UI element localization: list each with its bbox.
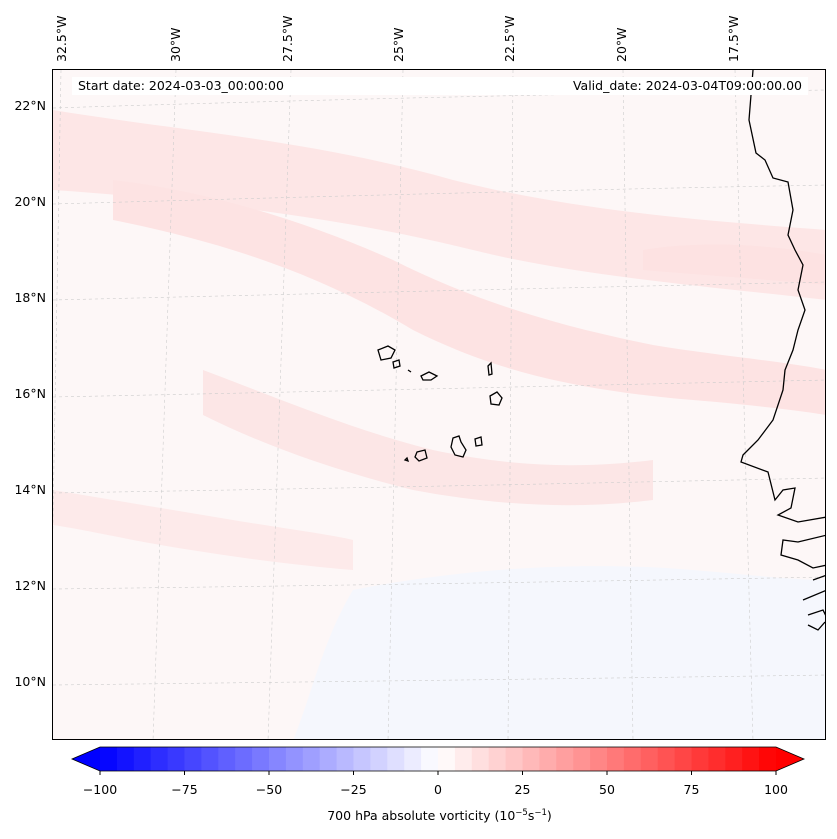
colorbar-segment xyxy=(454,747,473,771)
latitude-label: 20°N xyxy=(14,194,46,209)
colorbar-segment xyxy=(539,747,557,771)
longitude-label: 22.5°W xyxy=(502,15,517,62)
graticule xyxy=(53,70,825,739)
colorbar-tick-label: 0 xyxy=(434,782,442,797)
colorbar-tick-label: −75 xyxy=(171,782,198,797)
vorticity-band-north xyxy=(53,110,825,300)
senegal-gambia-coast xyxy=(780,534,825,631)
colorbar-segment xyxy=(623,747,642,771)
colorbar-tick-label: 25 xyxy=(514,782,531,797)
colorbar-tick-label: −25 xyxy=(340,782,367,797)
latitude-label: 16°N xyxy=(14,386,46,401)
colorbar-segment xyxy=(218,747,236,771)
colorbar-segment xyxy=(285,747,304,771)
colorbar-segment xyxy=(674,747,693,771)
colorbar-segment xyxy=(353,747,371,771)
colorbar-segment xyxy=(708,747,726,771)
start-date-label: Start date: 2024-03-03_00:00:00 xyxy=(78,78,284,93)
colorbar-segment xyxy=(370,747,388,771)
colorbar-label: 700 hPa absolute vorticity (10−5s−1) xyxy=(327,808,552,824)
colorbar-segment xyxy=(336,747,355,771)
colorbar-segment xyxy=(269,747,287,771)
colorbar-segment xyxy=(438,747,456,771)
colorbar-segment xyxy=(235,747,253,771)
cape-verde-islands xyxy=(377,345,503,463)
colorbar-segment xyxy=(116,747,135,771)
colorbar-tick-label: 100 xyxy=(764,782,788,797)
colorbar-tick-label: −50 xyxy=(255,782,283,797)
longitude-label: 32.5°W xyxy=(54,15,69,62)
longitude-label: 27.5°W xyxy=(280,15,295,62)
latitude-label: 22°N xyxy=(14,98,46,113)
latitude-label: 14°N xyxy=(14,482,46,497)
colorbar-segment xyxy=(404,747,422,771)
colorbar-segment xyxy=(522,747,540,771)
vorticity-band-southwest xyxy=(53,490,353,570)
colorbar-segment xyxy=(590,747,608,771)
vorticity-band-central xyxy=(203,370,653,506)
colorbar-segment xyxy=(640,747,659,771)
vorticity-band-middle xyxy=(113,180,825,415)
colorbar-segment xyxy=(302,747,321,771)
colorbar-segment xyxy=(488,747,507,771)
africa-coastline xyxy=(740,70,825,523)
colorbar-segment xyxy=(100,747,118,771)
date-info-bar: Start date: 2024-03-03_00:00:00 Valid_da… xyxy=(72,77,808,95)
vorticity-patch-east xyxy=(643,244,825,285)
colorbar-segment xyxy=(471,747,490,771)
longitude-label: 17.5°W xyxy=(726,15,741,62)
colorbar-segment xyxy=(657,747,676,771)
colorbar-segment xyxy=(167,747,186,771)
colorbar-extend-max xyxy=(776,747,804,771)
colorbar-segment xyxy=(421,747,439,771)
colorbar-segment xyxy=(742,747,760,771)
colorbar-segment xyxy=(201,747,219,771)
colorbar-segment xyxy=(556,747,574,771)
valid-date-label: Valid_date: 2024-03-04T09:00:00.00 xyxy=(572,78,802,93)
colorbar xyxy=(70,746,806,775)
colorbar-segment xyxy=(387,747,405,771)
longitude-label: 30°W xyxy=(168,27,183,62)
colorbar-tick-label: 50 xyxy=(599,782,615,797)
colorbar-segment xyxy=(184,747,202,771)
colorbar-segment xyxy=(725,747,743,771)
latitude-label: 12°N xyxy=(14,578,46,593)
colorbar-segment xyxy=(759,747,777,771)
colorbar-segment xyxy=(573,747,591,771)
pale-blue-area xyxy=(293,566,825,739)
longitude-label: 25°W xyxy=(391,27,406,62)
colorbar-segment xyxy=(150,747,169,771)
colorbar-segment xyxy=(133,747,152,771)
colorbar-extend-min xyxy=(72,747,100,771)
colorbar-segment xyxy=(607,747,625,771)
colorbar-segment xyxy=(252,747,270,771)
colorbar-tick-label: 75 xyxy=(683,782,700,797)
colorbar-tick-label: −100 xyxy=(82,782,118,797)
vorticity-map xyxy=(53,70,825,739)
latitude-label: 10°N xyxy=(14,674,46,689)
map-frame xyxy=(52,69,826,740)
colorbar-segment xyxy=(319,747,338,771)
longitude-label: 20°W xyxy=(614,27,629,62)
colorbar-segment xyxy=(691,747,709,771)
latitude-label: 18°N xyxy=(14,290,46,305)
colorbar-segment xyxy=(505,747,524,771)
